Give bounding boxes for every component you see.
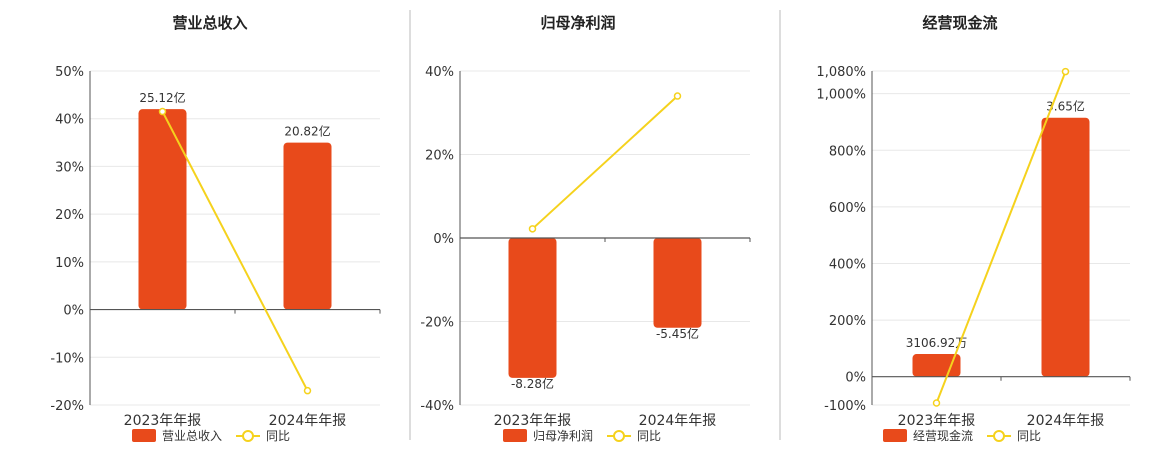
chart-panel-2: 归母净利润 -40% -20% 0% 20% 40% -8.28亿 -5.45亿 2023年年报… <box>420 14 751 443</box>
y-tick-label: 50% <box>55 65 84 80</box>
chart-title: 归母净利润 <box>540 14 615 32</box>
y-tick-label: -20% <box>420 316 454 331</box>
legend-line-marker <box>993 430 1005 442</box>
legend-line-marker <box>242 430 254 442</box>
y-tick-label: 400% <box>829 257 866 272</box>
x-tick-label: 2024年年报 <box>269 413 347 429</box>
legend-bar-swatch <box>132 429 156 442</box>
legend-label: 归母净利润 <box>533 429 593 443</box>
bar <box>1041 117 1090 377</box>
x-tick-label: 2024年年报 <box>639 413 717 429</box>
data-label: 20.82亿 <box>284 124 330 139</box>
y-tick-label: 10% <box>55 256 84 271</box>
y-tick-label: 20% <box>55 208 84 223</box>
series-line <box>531 95 679 230</box>
line-point <box>1061 67 1070 76</box>
y-tick-label: 1,080% <box>816 65 866 80</box>
line-point <box>673 92 682 100</box>
data-label: 25.12亿 <box>139 90 185 105</box>
line-point <box>932 399 941 407</box>
bar <box>138 109 187 310</box>
data-label: -5.45亿 <box>656 326 699 341</box>
chart-panel-3: 经营现金流 -100% 0% 200% 400% 600% 800% 1,000% 1,080%… <box>816 14 1131 443</box>
data-label: 3106.92万 <box>906 336 968 350</box>
x-tick-label: 2023年年报 <box>494 413 572 429</box>
chart-title: 经营现金流 <box>922 14 997 32</box>
y-tick-label: 40% <box>55 113 84 128</box>
chart-panel-1: 营业总收入 -20% -10% 0% 10% 20% 30% 40% 50% 25.12亿 20.8… <box>50 14 381 443</box>
series-line <box>935 71 1067 404</box>
line-point <box>528 225 537 233</box>
line-point <box>158 107 167 116</box>
y-tick-label: 20% <box>425 149 454 164</box>
legend-line-marker <box>613 430 625 442</box>
bar <box>508 238 557 378</box>
y-tick-label: -40% <box>420 399 454 414</box>
data-label: -8.28亿 <box>511 376 554 391</box>
legend-bar-swatch <box>883 429 907 442</box>
line-point <box>303 386 312 395</box>
series-line <box>161 111 309 392</box>
y-tick-label: 0% <box>433 232 454 247</box>
y-tick-label: 1,000% <box>816 88 866 103</box>
legend-label: 同比 <box>266 429 290 443</box>
y-tick-label: 0% <box>63 304 84 319</box>
y-tick-label: 200% <box>829 314 866 329</box>
x-tick-label: 2024年年报 <box>1027 413 1105 429</box>
y-tick-label: 600% <box>829 201 866 216</box>
y-tick-label: 800% <box>829 144 866 159</box>
legend-bar-swatch <box>503 429 527 442</box>
bar <box>653 238 702 328</box>
y-tick-label: 0% <box>845 371 866 386</box>
y-tick-label: -100% <box>824 399 866 414</box>
data-label: 3.65亿 <box>1046 99 1085 114</box>
x-tick-label: 2023年年报 <box>124 413 202 429</box>
legend-label: 经营现金流 <box>913 428 973 443</box>
legend-label: 营业总收入 <box>162 429 222 443</box>
y-tick-label: -20% <box>50 399 84 414</box>
y-tick-label: -10% <box>50 351 84 366</box>
y-tick-label: 40% <box>425 65 454 80</box>
x-tick-label: 2023年年报 <box>898 413 976 429</box>
chart-title: 营业总收入 <box>172 14 247 32</box>
legend-label: 同比 <box>1017 429 1041 443</box>
y-tick-label: 30% <box>55 160 84 175</box>
bar <box>283 142 332 310</box>
legend-label: 同比 <box>637 429 661 443</box>
